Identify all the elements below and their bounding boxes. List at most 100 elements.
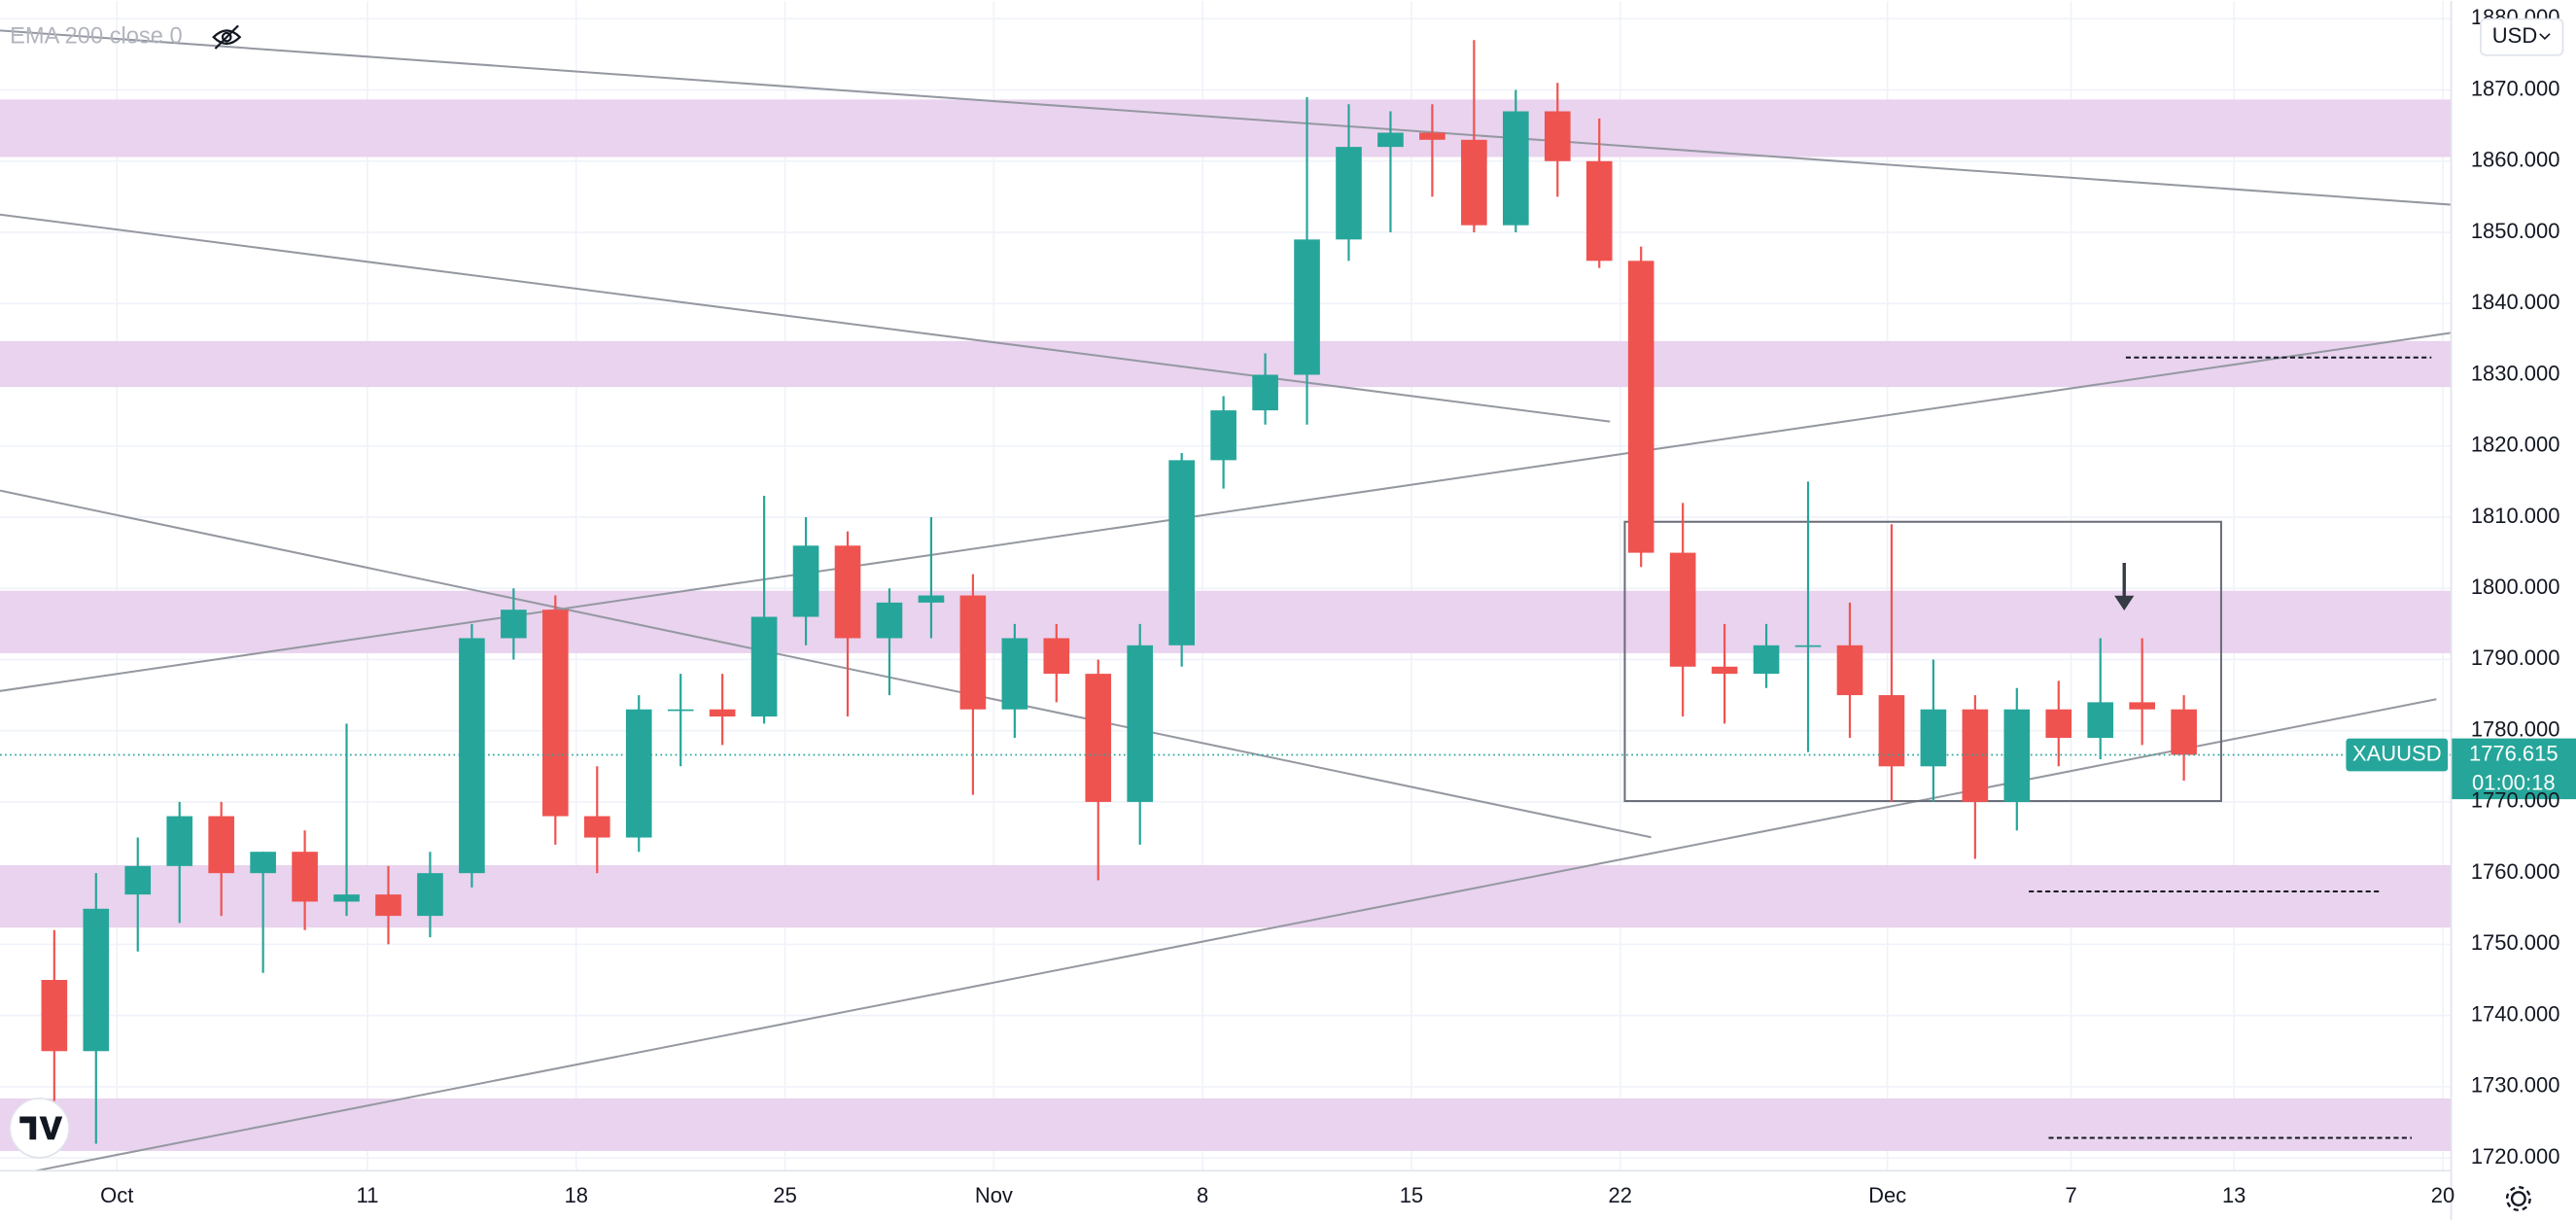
candle-body xyxy=(1962,709,1989,802)
candle-body xyxy=(459,638,485,874)
x-tick-label: 15 xyxy=(1400,1183,1423,1207)
x-tick-label: 18 xyxy=(565,1183,588,1207)
candle-body xyxy=(918,595,945,603)
candle-body xyxy=(876,602,903,639)
candle-body xyxy=(2129,702,2155,710)
countdown: 01:00:18 xyxy=(2472,771,2556,795)
y-tick-label: 1830.000 xyxy=(2471,361,2560,385)
candle-body xyxy=(1085,674,1112,802)
x-tick-label: 11 xyxy=(357,1183,379,1207)
currency-button[interactable] xyxy=(2480,17,2564,56)
candle-body xyxy=(625,709,652,838)
trend-line xyxy=(0,489,1652,839)
x-tick-label: Oct xyxy=(100,1183,133,1207)
zones xyxy=(0,99,2452,1152)
y-tick-label: 1740.000 xyxy=(2471,1001,2560,1026)
candle-body xyxy=(124,865,152,895)
trend-line xyxy=(0,29,2452,206)
candle-body xyxy=(1336,147,1362,240)
candle-body xyxy=(959,595,987,710)
candle-body xyxy=(834,545,861,639)
candle-body xyxy=(667,709,694,712)
x-tick-label: 25 xyxy=(773,1183,796,1207)
candle-body xyxy=(1503,111,1529,226)
y-tick-label: 1860.000 xyxy=(2471,148,2560,172)
candle-body xyxy=(1585,160,1613,262)
candle-body xyxy=(208,816,234,874)
candle-body xyxy=(1419,132,1445,140)
candle-body xyxy=(1127,645,1154,802)
candle-body xyxy=(2045,709,2072,739)
trend-line xyxy=(35,698,2437,1172)
candle-body xyxy=(542,610,569,817)
y-tick-label: 1820.000 xyxy=(2471,433,2560,457)
candle-body xyxy=(1168,460,1195,645)
y-tick-label: 1770.000 xyxy=(2471,788,2560,813)
candle-body xyxy=(83,908,110,1052)
candle-body xyxy=(792,545,819,617)
candle-body xyxy=(1043,638,1070,675)
candle-body xyxy=(166,816,193,866)
candle-body xyxy=(1252,374,1278,411)
candle-body xyxy=(583,816,610,838)
x-tick-label: 7 xyxy=(2066,1183,2077,1207)
x-tick-label: Nov xyxy=(975,1183,1013,1207)
y-tick-label: 1720.000 xyxy=(2471,1144,2560,1169)
trend-line xyxy=(0,331,2452,692)
y-tick-label: 1750.000 xyxy=(2471,930,2560,955)
candle-body xyxy=(2087,702,2114,739)
candle-body xyxy=(41,980,68,1052)
range-box xyxy=(1623,520,2222,803)
candle-body xyxy=(1920,709,1947,767)
candle-body xyxy=(1836,645,1863,696)
x-tick-label: 13 xyxy=(2222,1183,2245,1207)
arrow-head xyxy=(2114,595,2135,610)
logo-glyph xyxy=(19,1116,63,1140)
y-tick-label: 1850.000 xyxy=(2471,219,2560,243)
zone xyxy=(0,1098,2452,1152)
drawings xyxy=(0,29,2452,1172)
zone xyxy=(0,864,2452,928)
dropdown-icon xyxy=(2539,33,2551,41)
candle-body xyxy=(501,610,527,639)
candle-body xyxy=(1377,132,1404,148)
candle-body xyxy=(1544,111,1571,161)
candle-body xyxy=(2171,709,2197,755)
candles xyxy=(41,40,2197,1144)
candle-body xyxy=(417,873,443,917)
y-tick-label: 1840.000 xyxy=(2471,290,2560,314)
candle-body xyxy=(1794,645,1822,647)
candle-body xyxy=(292,852,318,902)
candle-body xyxy=(375,894,401,917)
candle-body xyxy=(709,709,736,717)
y-tick-label: 1760.000 xyxy=(2471,859,2560,884)
candle-body xyxy=(1669,552,1696,667)
y-tick-label: 1870.000 xyxy=(2471,76,2560,100)
x-tick-label: 20 xyxy=(2431,1183,2454,1207)
visibility-icon[interactable] xyxy=(212,24,242,50)
x-tick-label: 22 xyxy=(1608,1183,1631,1207)
x-tick-label: 8 xyxy=(1197,1183,1208,1207)
x-tick-label: Dec xyxy=(1868,1183,1906,1207)
logo[interactable] xyxy=(9,1098,70,1159)
candle-body xyxy=(1210,410,1236,461)
price-tag xyxy=(2451,738,2576,800)
candle-body xyxy=(1753,645,1780,675)
candle-body xyxy=(1878,695,1905,767)
zone xyxy=(0,590,2452,653)
last-price: 1776.615 xyxy=(2469,741,2559,765)
candle-body xyxy=(1627,261,1654,553)
candle-body xyxy=(1461,139,1487,226)
candle-body xyxy=(1294,239,1320,375)
zone xyxy=(0,340,2452,388)
y-tick-label: 1780.000 xyxy=(2471,716,2560,741)
candle-body xyxy=(1711,666,1738,675)
currency[interactable]: USD xyxy=(2492,23,2537,48)
y-tick-label: 1810.000 xyxy=(2471,504,2560,528)
symbol-tag xyxy=(2346,738,2449,772)
indicator-label: EMA 200 close 0 xyxy=(10,23,183,49)
trend-line xyxy=(0,213,1611,423)
y-tick-label: 1800.000 xyxy=(2471,575,2560,599)
